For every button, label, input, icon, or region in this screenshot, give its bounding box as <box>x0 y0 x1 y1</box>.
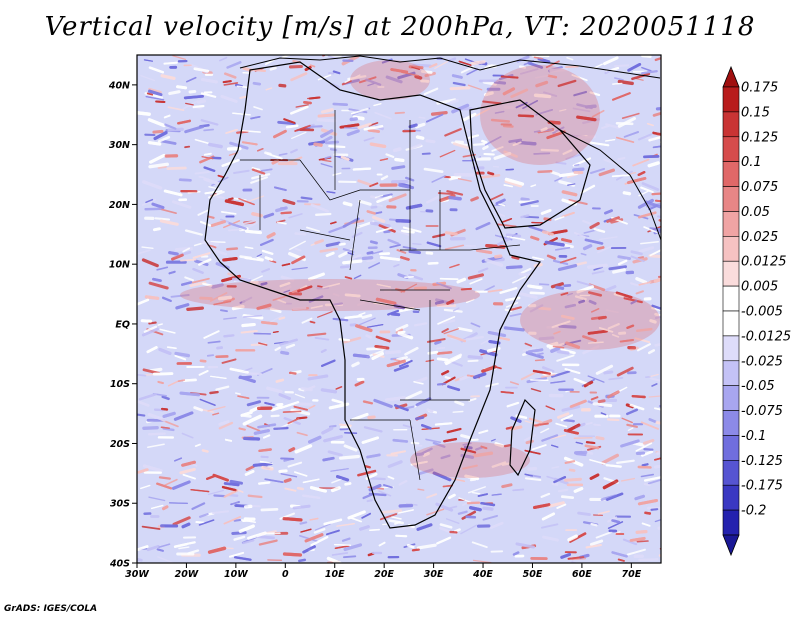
colorbar-label: 0.0125 <box>741 255 787 270</box>
lat-tick-label: 10S <box>110 379 130 390</box>
colorbar-swatch <box>722 186 740 212</box>
madagascar-coastline <box>509 398 536 477</box>
lat-tick-label: 20S <box>110 439 130 450</box>
colorbar-bottom-arrow <box>722 534 740 557</box>
lon-tick-label: 0 <box>282 569 289 580</box>
latitude-axis: 40N 30N 20N 10N EQ 10S 20S 30S 40S <box>108 80 137 570</box>
colorbar-label: 0.025 <box>741 230 778 245</box>
field-texture <box>137 55 661 563</box>
longitude-axis: 30W 20W 10W 0 10E 20E 30E 40E 50E 60E 70E <box>125 563 642 580</box>
colorbar-swatch <box>722 136 740 162</box>
lat-tick-label: 30S <box>110 499 130 510</box>
colorbar-swatch <box>722 211 740 237</box>
colorbar: 0.175 0.15 0.125 0.1 0.075 0.05 0.025 0.0125 0.0… <box>722 65 791 557</box>
colorbar-label: -0.005 <box>741 305 783 320</box>
updraft-region <box>410 442 530 478</box>
colorbar-swatch <box>722 310 740 337</box>
updraft-region <box>520 290 660 350</box>
colorbar-label: -0.175 <box>741 479 783 494</box>
colorbar-label: -0.125 <box>741 454 783 469</box>
colorbar-swatch <box>722 335 740 362</box>
lon-tick-label: 20E <box>374 569 394 580</box>
lon-tick-label: 70E <box>621 569 641 580</box>
lon-tick-label: 30E <box>424 569 444 580</box>
colorbar-label: 0.15 <box>741 105 770 120</box>
colorbar-label: 0.1 <box>741 155 762 170</box>
colorbar-swatch <box>722 460 740 486</box>
colorbar-label: -0.1 <box>741 429 766 444</box>
asia-coastline <box>559 129 661 241</box>
colorbar-label: -0.0125 <box>741 329 791 344</box>
lat-tick-label: 40S <box>109 559 130 570</box>
colorbar-label: 0.075 <box>741 180 778 195</box>
lon-tick-label: 50E <box>523 569 543 580</box>
lat-tick-label: 10N <box>109 260 130 271</box>
colorbar-swatch <box>722 484 740 511</box>
velocity-field <box>137 55 661 563</box>
colorbar-label: 0.005 <box>741 280 778 295</box>
updraft-region <box>350 60 430 100</box>
lon-tick-label: 30W <box>125 569 149 580</box>
colorbar-swatch <box>722 385 740 411</box>
colorbar-swatch <box>722 260 740 287</box>
colorbar-swatch <box>722 161 740 187</box>
colorbar-label: 0.05 <box>741 205 770 220</box>
lat-tick-label: 20N <box>109 200 130 211</box>
africa-coastline <box>204 61 542 529</box>
lat-tick-label: 40N <box>108 80 130 91</box>
lat-tick-label: EQ <box>115 319 130 330</box>
colorbar-swatch <box>722 111 740 138</box>
colorbar-swatch <box>722 410 740 436</box>
political-borders <box>240 110 521 481</box>
colorbar-swatch <box>722 86 740 113</box>
arabia-coastline <box>469 99 591 229</box>
lat-tick-label: 30N <box>109 140 130 151</box>
colorbar-swatch <box>722 435 740 461</box>
colorbar-swatch <box>722 360 740 386</box>
colorbar-label: -0.025 <box>741 354 783 369</box>
colorbar-swatch <box>722 285 740 312</box>
colorbar-label: -0.075 <box>741 404 783 419</box>
coastlines-and-borders <box>204 55 661 529</box>
colorbar-label: 0.175 <box>741 81 778 96</box>
lon-tick-label: 10W <box>224 569 248 580</box>
colorbar-top-arrow <box>722 65 740 88</box>
colorbar-swatch <box>722 236 740 262</box>
lon-tick-label: 60E <box>572 569 592 580</box>
plot-frame <box>136 54 662 564</box>
colorbar-swatch <box>722 509 740 536</box>
map-title: Vertical velocity [m/s] at 200hPa, VT: 2… <box>44 12 756 42</box>
lon-tick-label: 40E <box>472 569 493 580</box>
colorbar-label: -0.05 <box>741 379 775 394</box>
colorbar-label: -0.2 <box>741 504 766 519</box>
lon-tick-label: 20W <box>175 569 199 580</box>
grads-credit: GrADS: IGES/COLA <box>4 604 98 614</box>
updraft-region <box>180 279 480 311</box>
colorbar-label: 0.125 <box>741 130 778 145</box>
lon-tick-label: 10E <box>325 569 345 580</box>
europe-coastline <box>239 55 661 79</box>
